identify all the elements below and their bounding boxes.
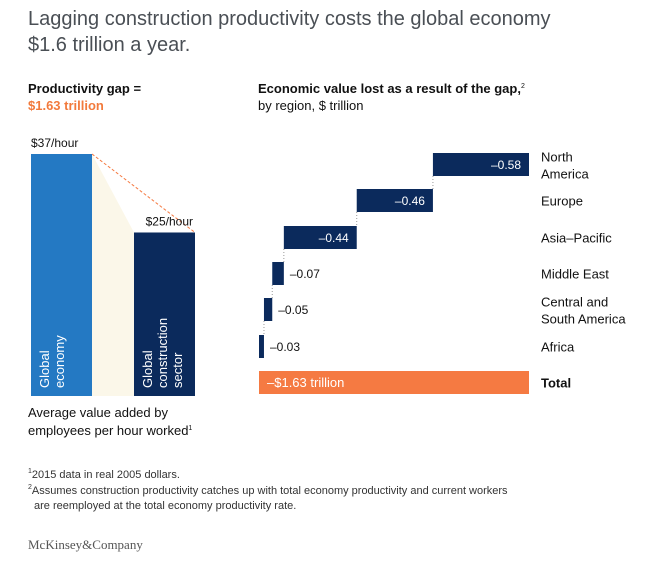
waterfall-subtitle: by region, $ trillion (258, 98, 364, 113)
waterfall-title-sup: 2 (520, 83, 525, 90)
caption-sup: 1 (188, 425, 193, 432)
waterfall-title: Economic value lost as a result of the g… (258, 81, 521, 96)
waterfall-value-africa: –0.03 (270, 340, 300, 354)
title-line-2: $1.6 trillion a year. (28, 34, 191, 56)
region-label-central-and-south-america: Central and South America (541, 295, 626, 327)
footnote-2-text: Assumes construction productivity catche… (31, 485, 508, 497)
region-label-total: Total (541, 376, 571, 391)
productivity-bar-chart: $37/hour Globaleconomy $25/hour Globalconst… (31, 136, 196, 396)
waterfall-heading: Economic value lost as a result of the g… (258, 80, 598, 114)
footnote-2-continued-text: are reemployed at the total economy prod… (34, 500, 297, 512)
productivity-gap-connector (91, 153, 196, 233)
footnote-2: 2Assumes construction productivity catch… (28, 484, 508, 499)
waterfall-bar-middle-east (272, 262, 284, 285)
left-chart-caption: Average value added by employees per hou… (28, 404, 248, 440)
productivity-gap-value: $1.63 trillion (28, 98, 104, 113)
global-economy-category-label: Globaleconomy (37, 335, 67, 388)
footnote-1: 12015 data in real 2005 dollars. (28, 468, 180, 483)
footnote-2-continued: are reemployed at the total economy prod… (34, 499, 296, 514)
construction-sector-bar (134, 232, 195, 396)
waterfall-bar-central-and-south-america (263, 298, 273, 321)
waterfall-value-europe: –0.46 (395, 194, 425, 208)
region-label-asia-pacific: Asia–Pacific (541, 231, 612, 246)
footnote-1-mark: 1 (28, 468, 32, 475)
footnote-1-text: 2015 data in real 2005 dollars. (31, 469, 180, 481)
productivity-gap-heading: Productivity gap = $1.63 trillion (28, 80, 141, 114)
waterfall-bar-africa (259, 335, 264, 358)
waterfall-value-central-and-south-america: –0.05 (278, 303, 308, 317)
waterfall-value-middle-east: –0.07 (290, 267, 320, 281)
region-label-africa: Africa (541, 340, 575, 355)
mckinsey-logo: McKinsey&Company (28, 537, 143, 552)
global-economy-bar (31, 154, 92, 396)
construction-sector-value-label: $25/hour (146, 214, 193, 228)
footnote-2-mark: 2 (28, 484, 32, 491)
construction-sector-category-label: Globalconstructionsector (140, 318, 185, 388)
regional-waterfall-chart: –0.58 North America –0.46 Europe –0.44 Asia–Pa… (259, 150, 626, 394)
page-title: Lagging construction productivity costs … (28, 6, 638, 58)
waterfall-value-north-america: –0.58 (491, 158, 521, 172)
title-line-1: Lagging construction productivity costs … (28, 8, 551, 30)
region-label-europe: Europe (541, 194, 583, 209)
waterfall-bar-total (259, 371, 529, 394)
productivity-gap-label: Productivity gap = (28, 81, 142, 96)
caption-line-1: Average value added by (28, 405, 168, 420)
caption-line-2: employees per hour worked (28, 423, 189, 438)
global-economy-value-label: $37/hour (31, 136, 78, 150)
region-label-middle-east: Middle East (541, 267, 609, 282)
waterfall-bar-north-america (432, 153, 529, 176)
waterfall-bar-europe (356, 189, 433, 212)
waterfall-value-asia-pacific: –0.44 (319, 231, 349, 245)
productivity-gap-area (92, 154, 134, 396)
waterfall-value-total: –$1.63 trillion (267, 375, 344, 390)
waterfall-bar-asia-pacific (283, 226, 357, 249)
region-label-north-america: North America (541, 150, 589, 182)
